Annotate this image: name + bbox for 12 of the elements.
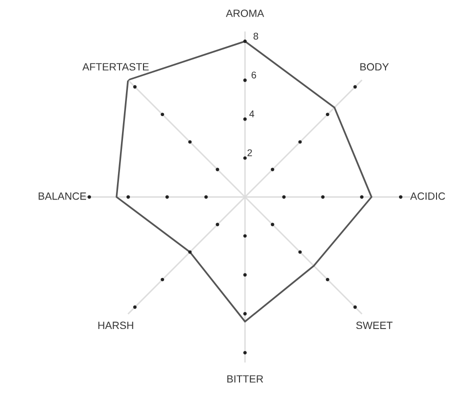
spoke-label: BITTER — [227, 375, 264, 382]
spoke-label: SWEET — [356, 322, 393, 330]
spoke-label: ACIDIC — [410, 192, 446, 200]
spoke-label: BALANCE — [38, 192, 86, 200]
y-tick-label: 2 — [248, 149, 252, 156]
spoke-label: HARSH — [98, 322, 134, 330]
y-tick-label: 4 — [249, 110, 254, 118]
y-tick-label: 6 — [252, 72, 256, 78]
y-tick-label: 8 — [254, 32, 258, 40]
spoke-label: BODY — [360, 63, 389, 71]
spoke-label: AROMA — [226, 10, 264, 17]
spoke-label: AFTERTASTE — [82, 63, 149, 71]
